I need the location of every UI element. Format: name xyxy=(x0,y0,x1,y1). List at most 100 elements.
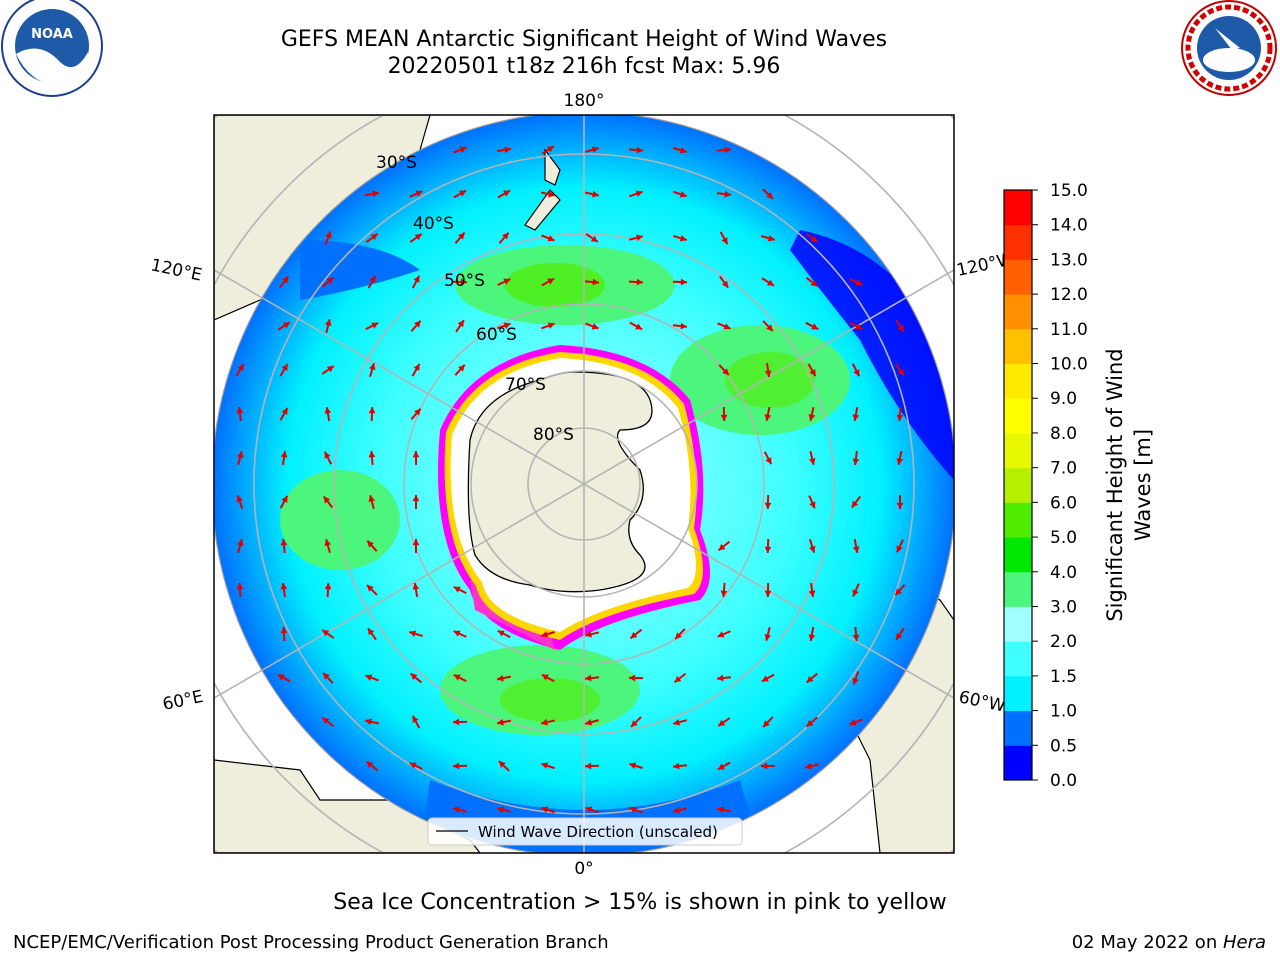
wave-arrow-head xyxy=(636,278,643,286)
wave-arrow-head xyxy=(592,190,599,198)
wave-arrow-head xyxy=(806,675,814,683)
wave-arrow-head xyxy=(412,715,419,723)
wave-arrow-head xyxy=(497,630,505,637)
colorbar-tick-label: 10.0 xyxy=(1050,355,1088,375)
wave-arrow-head xyxy=(897,368,905,376)
lat-label-60s: 60°S xyxy=(476,325,517,345)
wave-arrow-head xyxy=(323,496,331,504)
wave-arrow-head xyxy=(585,718,593,726)
wave-arrow-head xyxy=(325,231,332,239)
colorbar-tick-label: 9.0 xyxy=(1050,389,1077,409)
colorbar-segment xyxy=(1004,502,1032,538)
wave-arrow-head xyxy=(761,762,768,770)
wave-arrow-head xyxy=(282,322,290,329)
wave-arrow-head xyxy=(805,762,812,770)
wave-arrow-head xyxy=(723,323,731,330)
lon-label-120e: 120°E xyxy=(149,255,204,285)
wave-arrow-head xyxy=(546,146,554,153)
wave-arrow-head xyxy=(369,363,376,371)
wave-arrow-head xyxy=(280,539,288,546)
wave-arrow-head xyxy=(673,762,680,770)
wave-arrow-head xyxy=(236,583,244,590)
wave-arrow-head xyxy=(415,190,423,197)
wave-arrow-head xyxy=(324,451,331,459)
nws-logo xyxy=(1181,0,1277,96)
wave-arrow-head xyxy=(764,590,772,597)
map-area: 30°S 40°S 50°S 60°S 70°S 80°S Wind Wave … xyxy=(214,115,954,853)
wave-arrow-head xyxy=(281,276,289,284)
colorbar-tick-label: 14.0 xyxy=(1050,216,1088,236)
wave-arrow-head xyxy=(504,146,511,154)
wave-arrow-head xyxy=(368,451,376,458)
wave-arrow-head xyxy=(896,545,903,553)
wave-arrow-head xyxy=(852,414,860,421)
colorbar-segment xyxy=(1004,190,1032,226)
colorbar-segment xyxy=(1004,294,1032,330)
lat-label-70s: 70°S xyxy=(505,375,546,395)
wave-arrow-head xyxy=(277,674,285,681)
wave-arrow-head xyxy=(629,762,637,769)
wave-arrow-head xyxy=(718,719,726,726)
wave-arrow-head xyxy=(412,583,420,590)
wave-arrow-head xyxy=(630,631,638,639)
wave-arrow-head xyxy=(590,235,598,242)
wind-wave-arrows xyxy=(235,145,906,814)
wave-arrow-head xyxy=(458,232,465,240)
wave-arrow-head xyxy=(631,720,638,727)
colorbar-segment xyxy=(1004,710,1032,746)
wave-arrow-head xyxy=(412,495,420,502)
wave-arrow-head xyxy=(635,323,643,330)
wave-arrow-head xyxy=(585,674,592,682)
colorbar-tick-label: 1.5 xyxy=(1050,667,1077,687)
wave-arrow-head xyxy=(409,762,417,769)
lon-label-60w: 60°W xyxy=(957,687,1007,716)
colorbar-segment xyxy=(1004,641,1032,677)
wave-arrow-head xyxy=(673,806,680,814)
wave-arrow-head xyxy=(453,586,461,593)
colorbar-segment xyxy=(1004,259,1032,295)
lat-label-40s: 40°S xyxy=(413,214,454,234)
wave-arrow-head xyxy=(541,718,548,726)
wave-arrow-head xyxy=(453,718,460,726)
new-zealand-land xyxy=(524,148,561,231)
wave-arrow-head xyxy=(460,278,467,286)
wave-arrow-head xyxy=(541,806,549,813)
wave-arrow-head xyxy=(717,674,724,682)
wave-arrow-head xyxy=(855,323,863,330)
wave-arrow-head xyxy=(368,495,376,503)
wave-arrow-head xyxy=(237,363,244,371)
colorbar-tick-label: 0.0 xyxy=(1050,771,1077,791)
colorbar-segment xyxy=(1004,467,1032,503)
colorbar: 0.0 0.5 1.0 1.5 2.0 3.0 4.0 5.0 6.0 7.0 8.0 9.0 10.0… xyxy=(1003,181,1088,791)
wave-arrow-head xyxy=(636,234,643,242)
wave-arrow-head xyxy=(497,674,504,682)
sea-ice-note: Sea Ice Concentration > 15% is shown in … xyxy=(333,890,947,915)
wave-arrow-head xyxy=(547,278,555,285)
wave-arrow-head xyxy=(809,501,816,509)
wave-arrow-head xyxy=(497,718,504,726)
wave-arrow-head xyxy=(679,147,687,154)
wave-arrow-head xyxy=(764,634,772,641)
footer-date: 02 May 2022 on xyxy=(1071,932,1223,953)
wave-arrow-head xyxy=(809,545,816,553)
wave-arrow-head xyxy=(852,634,860,641)
wave-arrow-head xyxy=(629,806,637,813)
wave-arrow-head xyxy=(720,414,728,421)
wave-arrow-head xyxy=(721,237,728,245)
wave-arrow-head xyxy=(412,451,420,458)
wave-arrow-head xyxy=(410,673,418,681)
wave-arrow-head xyxy=(766,324,773,332)
wave-arrow-head xyxy=(414,320,421,328)
lon-label-60e: 60°E xyxy=(161,687,205,715)
wave-arrow-head xyxy=(497,806,504,814)
antarctica-land xyxy=(467,371,653,593)
colorbar-tick-label: 6.0 xyxy=(1050,493,1077,513)
colorbar-tick-label: 11.0 xyxy=(1050,320,1088,340)
wave-arrow-head xyxy=(724,190,731,198)
colorbar-segment xyxy=(1004,537,1032,573)
wave-arrow-head xyxy=(541,762,549,769)
wave-arrow-head xyxy=(453,674,461,681)
colorbar-segment xyxy=(1004,606,1032,642)
wave-arrow-head xyxy=(806,720,814,727)
